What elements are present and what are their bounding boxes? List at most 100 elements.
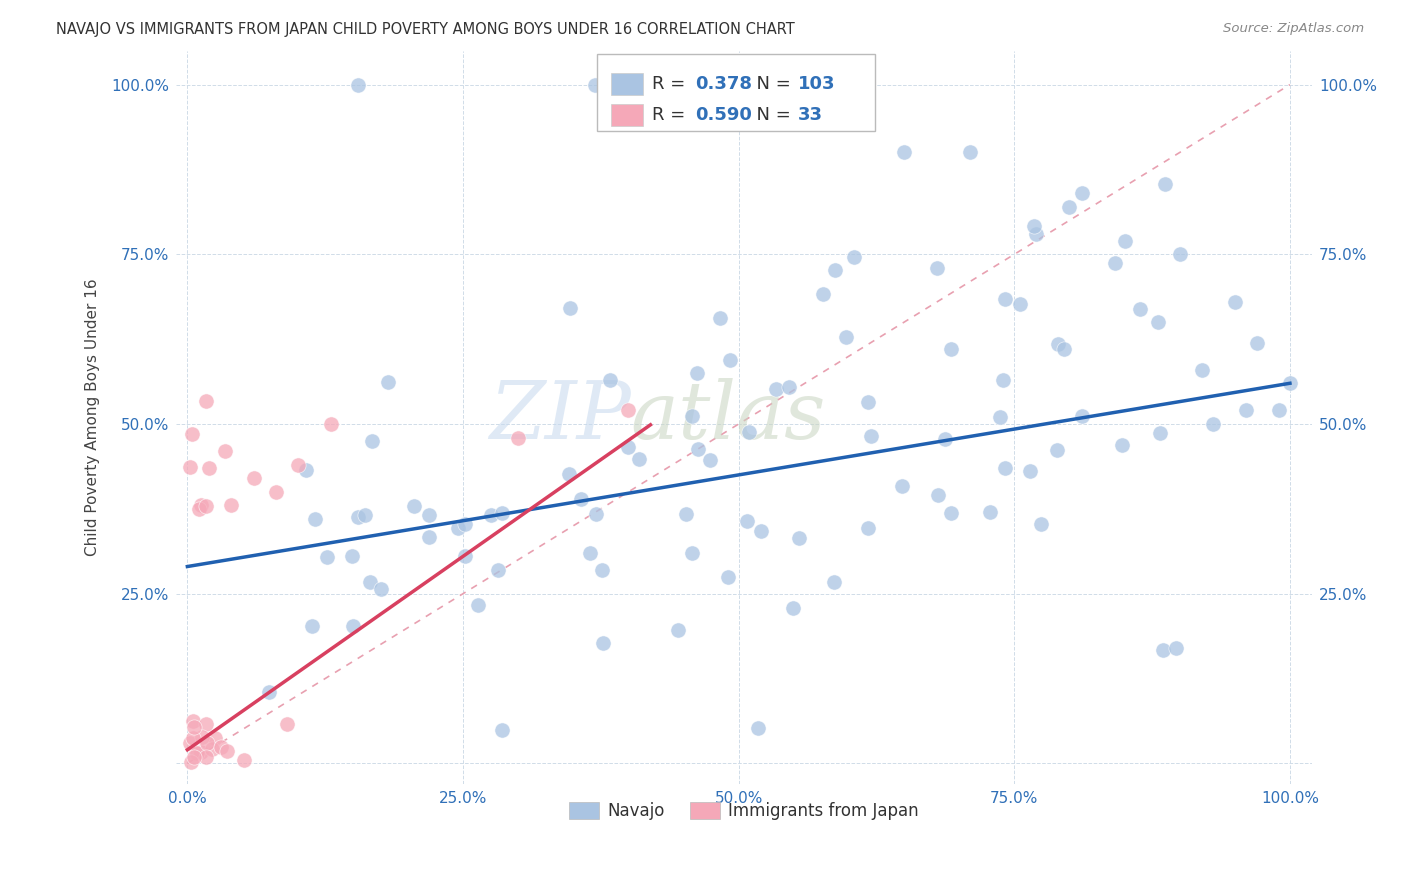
Point: [927, 260, 949, 275]
Point: [209, 740, 232, 755]
Point: [927, 488, 949, 502]
Point: [1111, 438, 1133, 452]
Point: [1104, 256, 1126, 270]
Point: [186, 746, 208, 760]
Point: [991, 373, 1014, 387]
Point: [294, 463, 316, 477]
Point: [860, 429, 883, 443]
Point: [183, 731, 205, 746]
Point: [1129, 302, 1152, 317]
Point: [183, 749, 205, 764]
Point: [180, 756, 202, 770]
Point: [197, 460, 219, 475]
Point: [891, 479, 914, 493]
Point: [823, 575, 845, 590]
Point: [737, 425, 759, 440]
Bar: [612, 73, 643, 95]
Point: [599, 373, 621, 387]
Point: [257, 684, 280, 698]
Point: [716, 570, 738, 584]
Point: [1031, 516, 1053, 531]
Text: 0.378: 0.378: [696, 76, 752, 94]
Point: [467, 598, 489, 612]
Point: [201, 742, 224, 756]
Point: [404, 499, 426, 513]
Point: [699, 452, 721, 467]
Point: [195, 499, 218, 513]
Point: [215, 744, 238, 758]
Point: [370, 582, 392, 597]
Point: [190, 498, 212, 512]
Point: [675, 508, 697, 522]
Point: [276, 717, 298, 731]
Point: [316, 549, 339, 564]
Point: [1223, 294, 1246, 309]
Point: [340, 549, 363, 563]
Point: [1268, 403, 1291, 417]
Point: [190, 745, 212, 759]
Point: [1008, 297, 1031, 311]
Point: [893, 145, 915, 160]
Point: [491, 507, 513, 521]
Point: [844, 251, 866, 265]
Point: [264, 484, 287, 499]
Point: [1234, 403, 1257, 417]
Text: 0.590: 0.590: [696, 106, 752, 124]
Point: [195, 736, 218, 750]
Point: [1046, 442, 1069, 457]
Point: [181, 426, 204, 441]
Point: [591, 563, 613, 577]
Point: [183, 720, 205, 734]
Point: [592, 636, 614, 650]
Point: [934, 432, 956, 446]
Point: [479, 508, 502, 523]
Text: N =: N =: [745, 106, 797, 124]
Point: [585, 507, 607, 521]
Point: [179, 459, 201, 474]
Point: [204, 731, 226, 746]
Text: R =: R =: [652, 76, 692, 94]
Text: atlas: atlas: [631, 378, 825, 456]
Legend: Navajo, Immigrants from Japan: Navajo, Immigrants from Japan: [562, 795, 925, 827]
Point: [1149, 425, 1171, 440]
Point: [628, 452, 651, 467]
Point: [558, 467, 581, 481]
Point: [583, 78, 606, 92]
Text: 33: 33: [797, 106, 823, 124]
Point: [765, 383, 787, 397]
Text: NAVAJO VS IMMIGRANTS FROM JAPAN CHILD POVERTY AMONG BOYS UNDER 16 CORRELATION CH: NAVAJO VS IMMIGRANTS FROM JAPAN CHILD PO…: [56, 22, 794, 37]
Point: [579, 546, 602, 560]
Point: [1022, 219, 1045, 234]
Point: [214, 444, 236, 458]
Point: [377, 375, 399, 389]
FancyBboxPatch shape: [596, 54, 875, 131]
Point: [681, 409, 703, 423]
Point: [319, 417, 342, 431]
Point: [188, 502, 211, 516]
Point: [1071, 186, 1094, 200]
Point: [666, 624, 689, 638]
Point: [747, 721, 769, 735]
Point: [347, 78, 370, 92]
Point: [491, 723, 513, 737]
Point: [709, 310, 731, 325]
Point: [418, 508, 440, 523]
Point: [988, 409, 1011, 424]
Point: [1164, 641, 1187, 656]
Point: [569, 491, 592, 506]
Point: [778, 379, 800, 393]
Text: 103: 103: [797, 76, 835, 94]
Point: [787, 531, 810, 545]
Point: [749, 524, 772, 539]
Point: [1191, 362, 1213, 376]
Point: [181, 714, 204, 728]
Point: [179, 736, 201, 750]
Point: [1168, 247, 1191, 261]
Point: [304, 511, 326, 525]
Point: [1114, 234, 1136, 248]
Point: [195, 393, 218, 408]
Point: [347, 510, 370, 524]
Point: [486, 563, 509, 577]
Point: [979, 505, 1001, 519]
Point: [1070, 409, 1092, 423]
